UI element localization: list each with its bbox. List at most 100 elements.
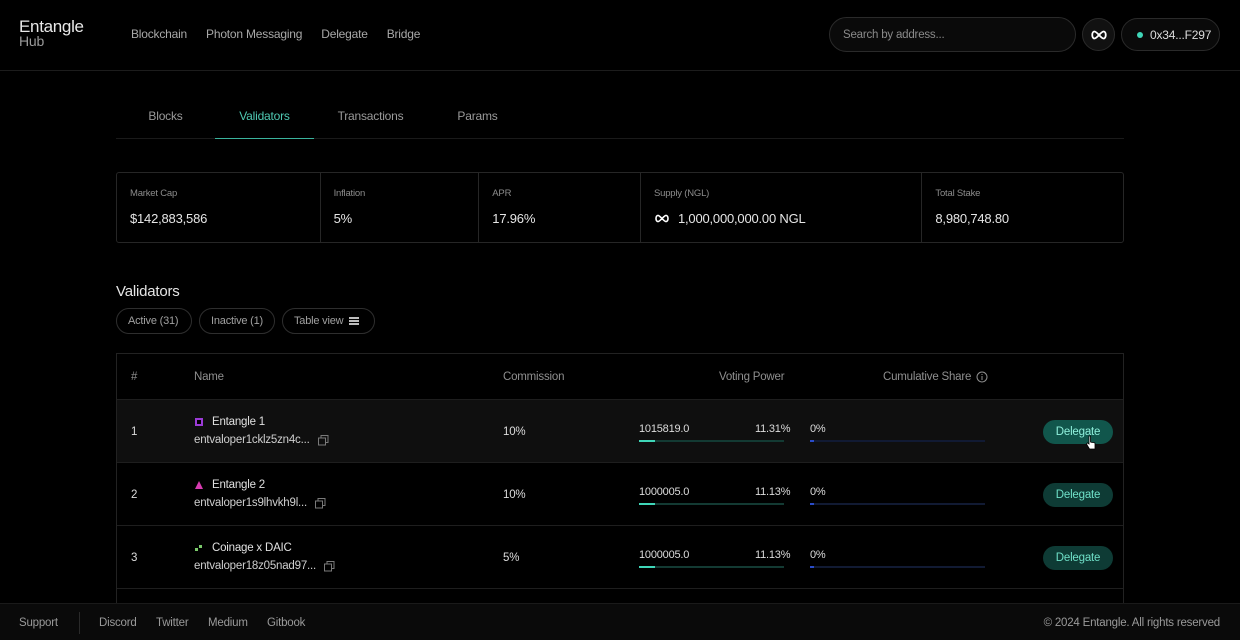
cumulative-share-bar [810, 440, 985, 442]
col-index[interactable]: # [131, 371, 138, 383]
delegate-button[interactable]: Delegate [1043, 546, 1113, 570]
cumulative-share-bar [810, 566, 985, 568]
stat-label: Supply (NGL) [653, 188, 710, 199]
infinity-icon [655, 214, 669, 223]
cumulative-share-fill [810, 440, 814, 442]
footer: Support Discord Twitter Medium Gitbook ©… [0, 603, 1240, 640]
validator-name-text: Entangle 1 [212, 416, 265, 428]
header: Entangle Hub Blockchain Photon Messaging… [0, 0, 1240, 71]
validator-name: Entangle 2 [194, 479, 265, 491]
validator-address-text: entvaloper18z05nad97... [194, 560, 317, 572]
validator-address: entvaloper1cklz5zn4c... [194, 434, 329, 446]
search-input[interactable]: Search by address... [829, 17, 1076, 52]
wallet-button[interactable]: 0x34...F297 [1121, 18, 1220, 51]
commission: 10% [503, 489, 526, 501]
nav-delegate[interactable]: Delegate [321, 27, 368, 41]
col-cumulative-share[interactable]: Cumulative Share [883, 371, 988, 383]
cumulative-share-bar [810, 503, 985, 505]
nav-blockchain[interactable]: Blockchain [131, 27, 188, 41]
validator-address-text: entvaloper1cklz5zn4c... [194, 434, 310, 446]
stat-apr: APR 17.96% [479, 173, 641, 242]
wallet-address: 0x34...F297 [1150, 27, 1212, 42]
filter-active-label: Active (31) [128, 315, 179, 327]
footer-support-link[interactable]: Support [19, 617, 58, 629]
table-view-label: Table view [294, 315, 344, 327]
voting-power-fill [639, 566, 656, 568]
mouse-pointer-icon [1086, 435, 1096, 450]
voting-power-percent: 11.13% [755, 549, 791, 561]
col-commission[interactable]: Commission [503, 371, 565, 383]
cumulative-share-value: 0% [810, 549, 826, 561]
tab-params[interactable]: Params [457, 109, 498, 123]
table-row[interactable]: 2 Entangle 2 entvaloper1s9lhvkh9l... 10%… [117, 462, 1123, 525]
validator-avatar-icon [195, 418, 203, 426]
info-icon[interactable] [976, 371, 988, 383]
infinity-button[interactable] [1082, 18, 1115, 51]
validator-name: Entangle 1 [194, 416, 265, 428]
voting-power-fill [639, 440, 656, 442]
tab-bar: Blocks Validators Transactions Params [116, 93, 1124, 139]
footer-divider [79, 612, 80, 634]
infinity-icon [1090, 30, 1107, 39]
commission: 10% [503, 426, 526, 438]
voting-power-value: 1000005.0 [639, 549, 690, 561]
nav-bridge[interactable]: Bridge [386, 27, 421, 41]
stat-value: 1,000,000,000.00 NGL [677, 211, 806, 226]
tab-blocks[interactable]: Blocks [148, 109, 183, 123]
stat-label: Total Stake [935, 188, 981, 199]
col-cumulative-share-label: Cumulative Share [883, 371, 972, 383]
validator-name: Coinage x DAIC [194, 542, 292, 554]
table-row[interactable]: 3 Coinage x DAIC entvaloper18z05nad97...… [117, 525, 1123, 588]
stat-value: $142,883,586 [130, 211, 208, 226]
footer-gitbook-link[interactable]: Gitbook [267, 617, 306, 629]
delegate-button[interactable]: Delegate [1043, 420, 1113, 444]
voting-power-fill [639, 503, 656, 505]
stats-panel: Market Cap $142,883,586 Inflation 5% APR… [116, 172, 1124, 243]
stat-value: 5% [333, 211, 353, 226]
cumulative-share-value: 0% [810, 486, 826, 498]
stat-label: APR [492, 188, 512, 199]
validators-table: # Name Commission Voting Power Cumulativ… [116, 353, 1124, 603]
tab-validators[interactable]: Validators [215, 93, 314, 139]
stat-value-row: 1,000,000,000.00 NGL [654, 211, 908, 226]
footer-discord-link[interactable]: Discord [99, 617, 137, 629]
validator-address-text: entvaloper1s9lhvkh9l... [194, 497, 308, 509]
col-voting-power[interactable]: Voting Power [719, 371, 785, 383]
voting-power-value: 1015819.0 [639, 423, 690, 435]
voting-power-bar [639, 503, 784, 505]
tab-transactions[interactable]: Transactions [337, 109, 404, 123]
validator-avatar-icon [195, 481, 203, 489]
filter-inactive[interactable]: Inactive (1) [199, 308, 275, 334]
row-index: 1 [131, 426, 138, 438]
stat-value: 8,980,748.80 [935, 211, 1009, 226]
logo[interactable]: Entangle Hub [19, 18, 84, 49]
stat-label: Inflation [333, 188, 366, 199]
table-view-toggle[interactable]: Table view [282, 308, 375, 334]
validator-name-text: Entangle 2 [212, 479, 265, 491]
voting-power-value: 1000005.0 [639, 486, 690, 498]
nav-photon-messaging[interactable]: Photon Messaging [206, 27, 303, 41]
col-name[interactable]: Name [194, 371, 224, 383]
logo-line2: Hub [19, 33, 45, 49]
stat-total-stake: Total Stake 8,980,748.80 [922, 173, 1123, 242]
table-row[interactable] [117, 588, 1123, 603]
validator-name-text: Coinage x DAIC [212, 542, 292, 554]
footer-twitter-link[interactable]: Twitter [156, 617, 189, 629]
table-row[interactable]: 1 Entangle 1 entvaloper1cklz5zn4c... 10%… [117, 399, 1123, 462]
validator-avatar-icon [195, 545, 202, 551]
main-nav: Blockchain Photon Messaging Delegate Bri… [131, 27, 439, 41]
copy-icon[interactable] [315, 497, 326, 509]
footer-medium-link[interactable]: Medium [208, 617, 248, 629]
table-header: # Name Commission Voting Power Cumulativ… [117, 354, 1123, 400]
copyright: © 2024 Entangle. All rights reserved [1043, 617, 1221, 629]
copy-icon[interactable] [324, 560, 335, 572]
validator-address: entvaloper18z05nad97... [194, 560, 335, 572]
stat-supply: Supply (NGL) 1,000,000,000.00 NGL [641, 173, 923, 242]
voting-power-percent: 11.31% [755, 423, 791, 435]
delegate-button[interactable]: Delegate [1043, 483, 1113, 507]
filter-inactive-label: Inactive (1) [211, 315, 264, 327]
cumulative-share-value: 0% [810, 423, 826, 435]
filter-active[interactable]: Active (31) [116, 308, 192, 334]
voting-power-bar [639, 566, 784, 568]
copy-icon[interactable] [317, 434, 329, 446]
